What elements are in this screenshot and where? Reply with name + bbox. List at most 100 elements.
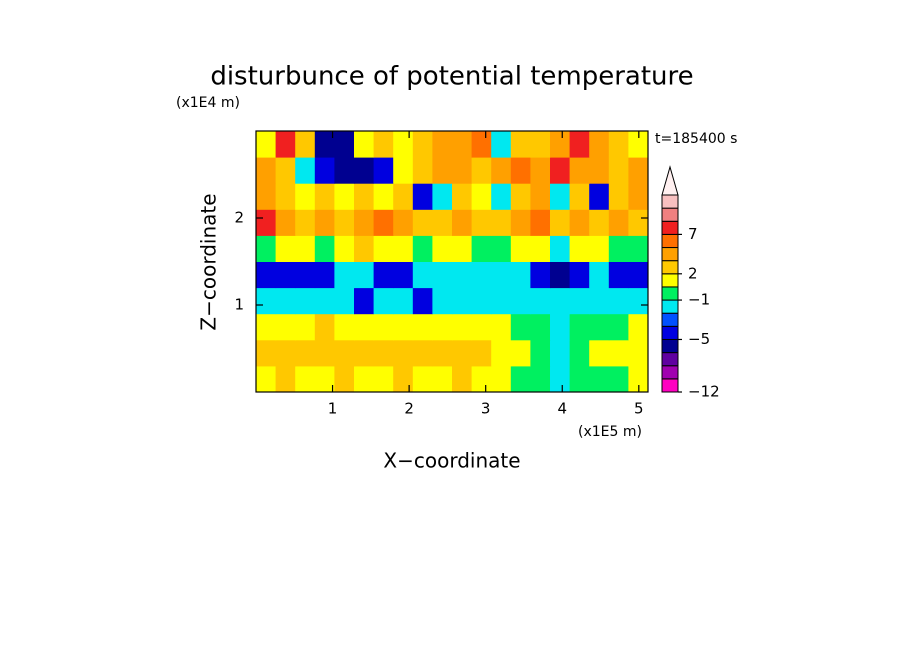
field-cell <box>256 313 277 341</box>
field-cell <box>491 313 512 341</box>
y-axis-label: Z−coordinate <box>197 193 221 330</box>
field-cell <box>608 261 629 289</box>
field-cell <box>491 131 512 158</box>
field-cell <box>550 261 571 289</box>
field-cell <box>314 261 335 289</box>
field-cell <box>589 183 610 210</box>
field-cell <box>295 209 316 236</box>
field-cell <box>569 235 590 262</box>
field-cell <box>354 131 375 158</box>
colorbar-box <box>661 352 679 367</box>
field-cell <box>530 183 551 210</box>
field-cell <box>412 183 433 210</box>
field-cell <box>530 131 551 158</box>
colorbar-box <box>661 220 679 235</box>
field-cell <box>295 183 316 210</box>
x-tick-label: 1 <box>328 400 338 418</box>
field-cell <box>256 365 277 393</box>
field-cell <box>510 157 531 184</box>
field-cell <box>471 313 492 341</box>
field-cell <box>510 261 531 289</box>
field-cell <box>550 131 571 158</box>
field-cell <box>412 313 433 341</box>
field-cell <box>550 339 571 367</box>
field-cell <box>471 339 492 367</box>
field-cell <box>550 209 571 236</box>
field-cell <box>373 261 394 289</box>
field-cell <box>432 157 453 184</box>
field-cell <box>550 365 571 393</box>
colorbar-box <box>661 365 679 380</box>
field-cell <box>334 339 355 367</box>
field-cell <box>373 287 394 315</box>
field-cell <box>589 131 610 158</box>
field-cell <box>275 287 296 315</box>
field-cell <box>393 131 414 158</box>
field-cell <box>550 313 571 341</box>
field-cell <box>471 365 492 393</box>
field-cell <box>589 339 610 367</box>
colorbar-box <box>661 338 679 354</box>
colorbar-box <box>661 325 679 340</box>
field-cell <box>608 339 629 367</box>
field-cell <box>354 261 375 289</box>
field-cell <box>373 339 394 367</box>
x-unit: (x1E5 m) <box>578 424 642 440</box>
field-cell <box>471 235 492 262</box>
field-cell <box>452 235 473 262</box>
field-cell <box>275 209 296 236</box>
field-cell <box>452 287 473 315</box>
field-cell <box>628 287 649 315</box>
field-cell <box>432 209 453 236</box>
field-cell <box>569 157 590 184</box>
field-cell <box>373 313 394 341</box>
field-cell <box>314 365 335 393</box>
field-cell <box>393 235 414 262</box>
field-cell <box>491 157 512 184</box>
field-cell <box>373 365 394 393</box>
field-cell <box>550 157 571 184</box>
field-cell <box>491 235 512 262</box>
field-cell <box>471 183 492 210</box>
field-cell <box>589 235 610 262</box>
field-cell <box>569 313 590 341</box>
field-cell <box>608 365 629 393</box>
field-cell <box>275 183 296 210</box>
plot-frame <box>255 130 649 393</box>
field-cell <box>314 157 335 184</box>
field-cell <box>432 261 453 289</box>
field-cell <box>628 131 649 158</box>
field-cell <box>491 365 512 393</box>
field-cell <box>256 157 277 184</box>
field-cell <box>569 209 590 236</box>
field-cell <box>510 339 531 367</box>
field-cell <box>295 157 316 184</box>
field-cell <box>354 183 375 210</box>
field-cell <box>354 313 375 341</box>
field-cell <box>432 131 453 158</box>
field-cell <box>432 313 453 341</box>
field-cell <box>608 287 629 315</box>
colorbar-box <box>661 207 679 222</box>
colorbar-box <box>661 247 679 262</box>
field-cell <box>354 365 375 393</box>
field-cell <box>314 183 335 210</box>
field-cell <box>275 157 296 184</box>
field-cell <box>314 131 335 158</box>
field-cell <box>471 209 492 236</box>
field-cell <box>354 157 375 184</box>
x-axis-label: X−coordinate <box>383 449 520 473</box>
colorbar-extend <box>661 165 679 196</box>
colorbar-tick-label: −12 <box>688 383 720 401</box>
field-cell <box>628 339 649 367</box>
field-cell <box>530 209 551 236</box>
field-cell <box>608 131 629 158</box>
field-cell <box>393 209 414 236</box>
field-cell <box>491 209 512 236</box>
field-cell <box>334 313 355 341</box>
field-cell <box>608 183 629 210</box>
field-cell <box>452 313 473 341</box>
field-cell <box>550 183 571 210</box>
field-cell <box>491 261 512 289</box>
field-cell <box>628 183 649 210</box>
